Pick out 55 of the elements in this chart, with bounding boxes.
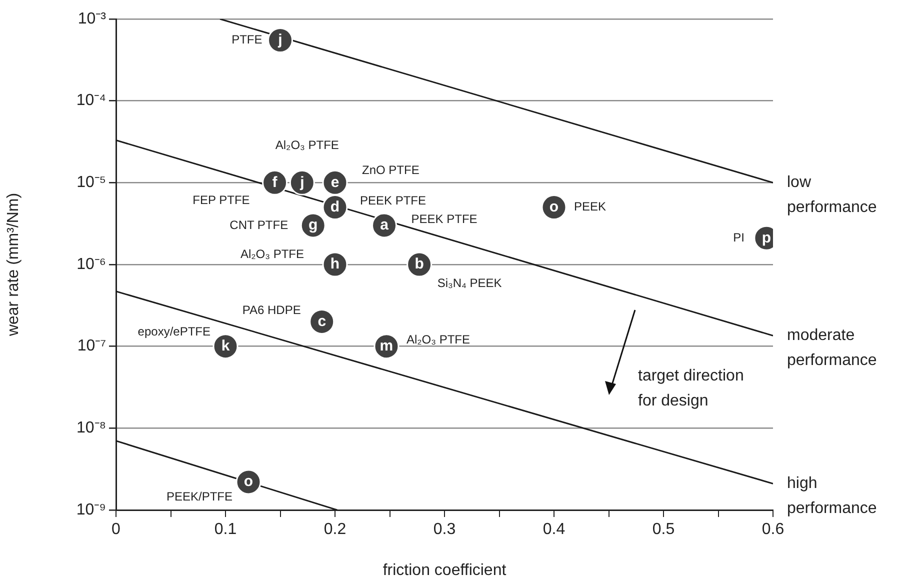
annotation: PEEK PTFE: [360, 194, 426, 208]
annotation: Al₂O₃ PTFE: [406, 332, 470, 347]
x-tick-label: 0.4: [542, 521, 566, 538]
annotation: PEEK PTFE: [411, 212, 478, 226]
y-tick-label: 10⁻⁵: [76, 174, 106, 192]
y-tick-label: 10⁻⁸: [76, 420, 106, 437]
x-axis-title: friction coefficient: [382, 562, 507, 579]
annotation: b: [414, 256, 424, 273]
y-tick-label: 10⁻⁶: [76, 256, 106, 273]
annotation: Al₂O₃ PTFE: [275, 138, 339, 152]
y-tick-label: 10⁻⁷: [77, 338, 106, 355]
annotation: m: [380, 337, 394, 354]
annotation: high performance: [787, 475, 877, 518]
annotation: ZnO PTFE: [362, 162, 420, 177]
annotation: h: [330, 256, 340, 273]
annotation: PA6 HDPE: [242, 303, 301, 318]
annotation: j: [277, 31, 282, 48]
annotation: f: [272, 174, 278, 191]
annotation: c: [318, 312, 326, 330]
annotation: e: [330, 174, 340, 191]
x-tick-label: 0.3: [433, 521, 456, 538]
x-tick-label: 0.1: [214, 521, 237, 538]
annotation: PTFE: [232, 32, 262, 47]
annotation: PEEK/PTFE: [166, 489, 232, 504]
annotation: a: [380, 216, 390, 234]
annotation: g: [308, 216, 318, 234]
annotation: moderate performance: [787, 327, 877, 370]
annotation: Si₃N₄ PEEK: [437, 276, 502, 290]
y-tick-label: 10⁻³: [78, 10, 107, 28]
point: [309, 308, 335, 334]
annotation: target direction for design: [638, 367, 744, 410]
annotation: o: [244, 473, 254, 490]
annotation: o: [549, 198, 559, 216]
annotation: PEEK: [574, 200, 606, 214]
annotation: FEP PTFE: [192, 192, 250, 207]
annotation: d: [330, 198, 340, 216]
y-axis-title: wear rate (mm³/Nm): [5, 192, 22, 338]
x-tick-label: 0.2: [324, 521, 346, 538]
annotation: epoxy/ePTFE: [138, 324, 210, 339]
annotation: CNT PTFE: [230, 218, 288, 232]
point: [322, 170, 348, 196]
annotation: k: [221, 337, 230, 354]
point: [268, 27, 293, 53]
x-tick-label: 0.5: [652, 521, 675, 538]
y-tick-label: 10⁻⁴: [76, 92, 106, 110]
point: [289, 170, 315, 196]
x-tick-label: 0.6: [762, 521, 784, 538]
annotation: Al₂O₃ PTFE: [240, 246, 304, 261]
annotation: p: [762, 229, 772, 246]
annotation: low performance: [787, 174, 877, 216]
y-tick-label: 10⁻⁹: [76, 501, 106, 518]
x-tick-label: 0: [112, 521, 121, 538]
point: [262, 170, 288, 196]
annotation: PI: [733, 230, 744, 244]
annotation: j: [299, 174, 304, 191]
